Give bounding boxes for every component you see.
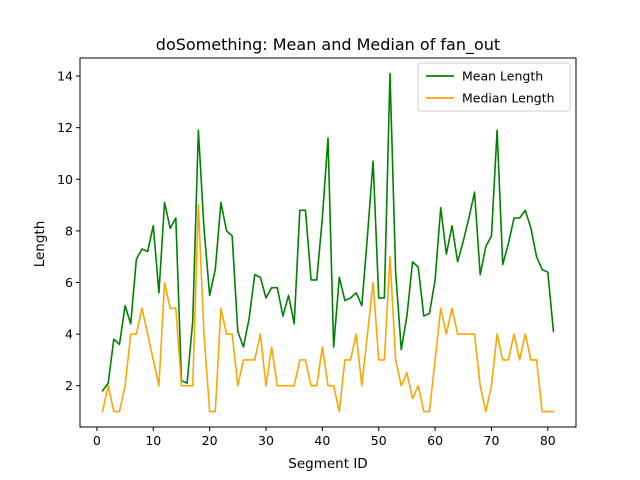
x-tick-label: 80 (540, 433, 556, 448)
x-tick-label: 70 (484, 433, 500, 448)
chart-title: doSomething: Mean and Median of fan_out (156, 35, 500, 55)
x-tick-label: 0 (93, 433, 101, 448)
axes: 0 10 20 30 40 50 60 70 80 2 4 6 8 10 12 14 (57, 57, 577, 448)
axes-frame (79, 57, 577, 428)
y-axis-label: Length (32, 221, 48, 268)
x-axis-label: Segment ID (288, 456, 367, 472)
y-tick-label: 8 (65, 223, 73, 238)
y-tick-label: 10 (57, 172, 73, 187)
y-tick-label: 14 (57, 69, 73, 84)
x-tick-label: 50 (371, 433, 387, 448)
y-tick-label: 4 (65, 327, 73, 342)
y-tick-label: 2 (65, 378, 73, 393)
y-tick-label: 12 (57, 120, 73, 135)
plot-area (101, 72, 555, 413)
x-tick-label: 20 (202, 433, 218, 448)
series-line-2 (101, 204, 555, 413)
series-line-1 (101, 72, 555, 392)
legend-box (417, 62, 571, 112)
x-tick-label: 60 (427, 433, 443, 448)
x-tick-label: 40 (314, 433, 330, 448)
legend: Mean Length Median Length (417, 62, 571, 112)
legend-label-2: Median Length (462, 91, 555, 106)
x-tick-label: 30 (258, 433, 274, 448)
legend-label-1: Mean Length (462, 69, 543, 84)
x-tick-label: 10 (145, 433, 161, 448)
y-tick-label: 6 (65, 275, 73, 290)
